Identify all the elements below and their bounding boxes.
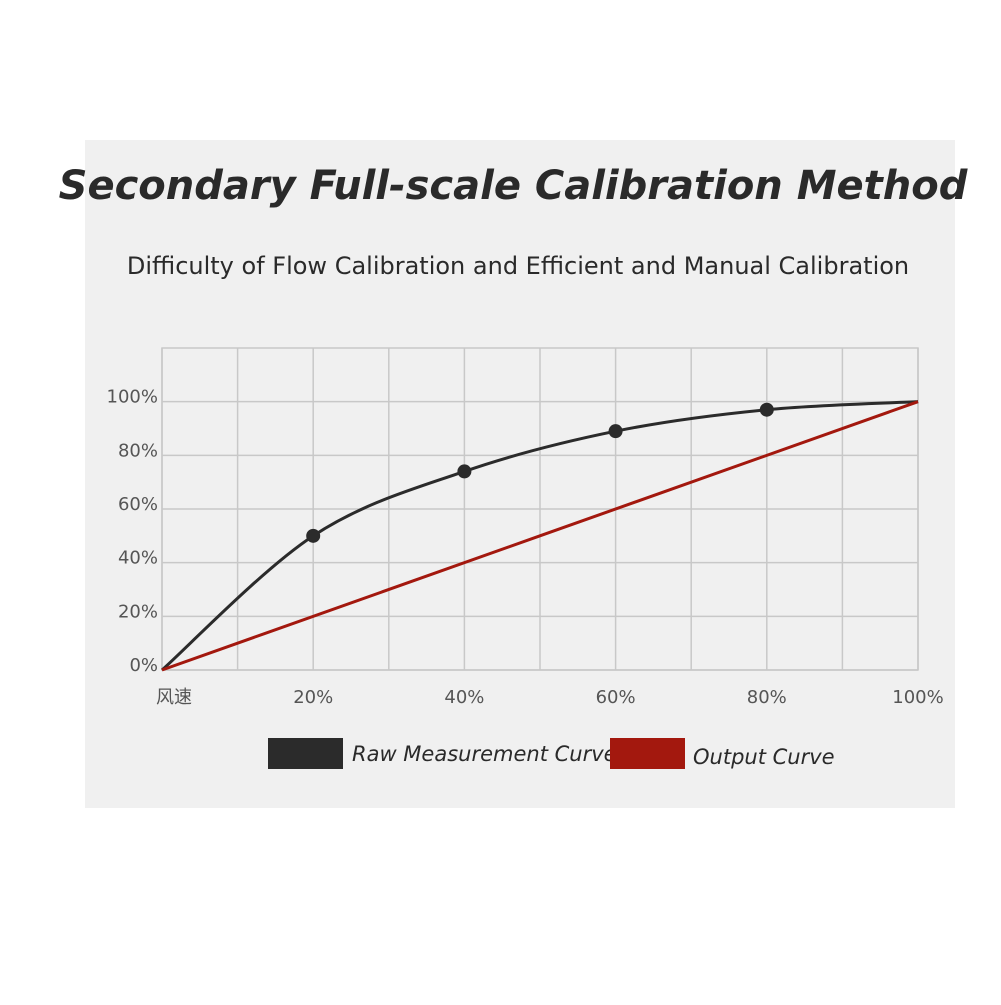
legend-swatch xyxy=(268,738,343,769)
x-tick-label: 40% xyxy=(444,687,484,708)
legend-swatch xyxy=(610,738,685,769)
marker xyxy=(306,528,321,543)
x-tick-label: 20% xyxy=(293,687,333,708)
y-tick-label: 0% xyxy=(129,655,158,676)
x-tick-label: 风速 xyxy=(156,687,192,708)
panel xyxy=(85,140,955,808)
y-tick-label: 60% xyxy=(118,494,158,515)
chart-title: Secondary Full-scale Calibration Method xyxy=(59,163,968,209)
x-tick-label: 100% xyxy=(892,687,943,708)
legend-label: Output Curve xyxy=(693,745,835,769)
x-tick-label: 80% xyxy=(747,687,787,708)
x-tick-label: 60% xyxy=(596,687,636,708)
marker xyxy=(759,402,774,417)
marker xyxy=(608,424,623,439)
line xyxy=(161,400,919,672)
marker xyxy=(457,464,472,479)
y-tick-label: 20% xyxy=(118,601,158,622)
y-tick-label: 100% xyxy=(107,387,158,408)
y-tick-label: 80% xyxy=(118,440,158,461)
legend-label: Raw Measurement Curves xyxy=(352,742,628,766)
chart-subtitle: Difficulty of Flow Calibration and Effic… xyxy=(127,252,909,280)
y-tick-label: 40% xyxy=(118,548,158,569)
line xyxy=(161,400,919,672)
